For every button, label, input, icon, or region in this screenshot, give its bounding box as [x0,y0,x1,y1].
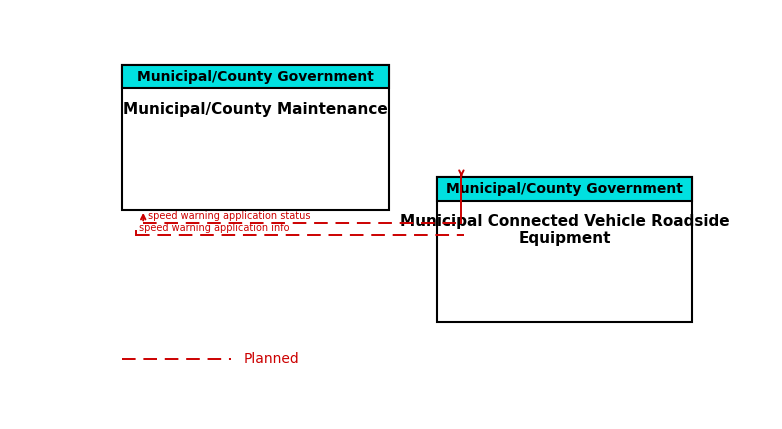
Bar [437,177,692,322]
Text: Municipal/County Maintenance: Municipal/County Maintenance [123,102,388,117]
Text: speed warning application status: speed warning application status [148,211,310,221]
Bar [122,65,389,88]
Text: Municipal/County Government: Municipal/County Government [137,69,374,84]
Text: Municipal/County Government: Municipal/County Government [446,182,683,196]
Bar [437,177,692,201]
Text: Municipal Connected Vehicle Roadside
Equipment: Municipal Connected Vehicle Roadside Equ… [400,214,730,246]
Text: speed warning application info: speed warning application info [139,223,289,233]
Bar [122,65,389,210]
Text: Planned: Planned [243,352,299,366]
